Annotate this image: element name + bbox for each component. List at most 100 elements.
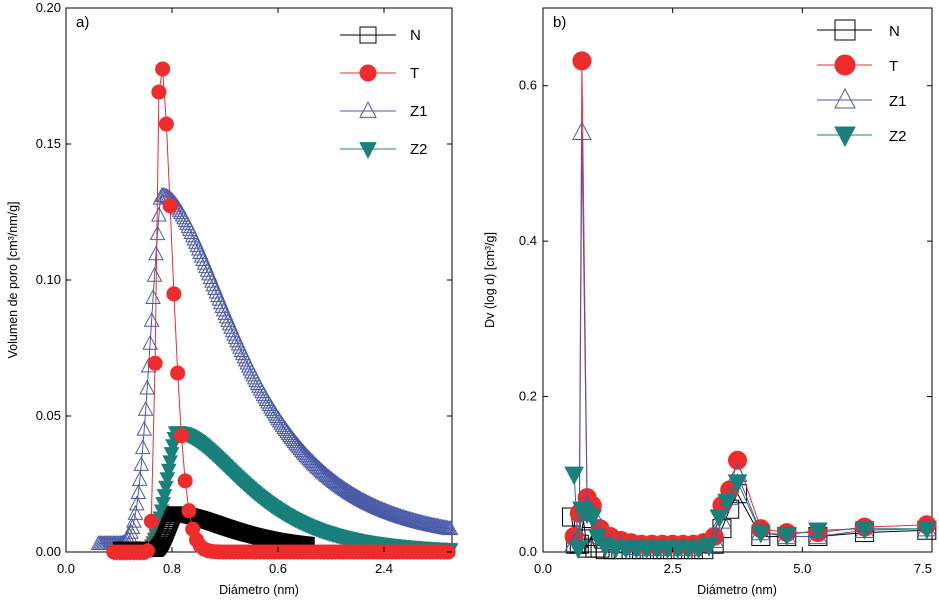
legend-label-a: T: [410, 65, 419, 82]
data-point-b-Z2: [568, 540, 589, 560]
data-point-b-Z2: [717, 493, 737, 513]
legend-label-a: Z2: [410, 141, 428, 158]
data-point-a-Z1: [335, 479, 351, 495]
data-point-a-Z1: [326, 473, 343, 489]
legend-label-b: N: [889, 23, 900, 40]
data-point-b-T: [728, 450, 747, 470]
data-point-a-Z1: [129, 495, 145, 511]
y-tick-label-b: 0.6: [519, 78, 537, 93]
legend-marker-a-N: [359, 26, 377, 44]
data-point-a-Z1: [142, 334, 158, 350]
y-axis-title-a: Volumen de poro [cm³/nm/g]: [6, 201, 20, 358]
data-point-a-T: [170, 365, 186, 381]
x-ticks-a: 0.0 0.8 0.6 2.4: [57, 8, 393, 576]
data-point-a-Z1: [316, 464, 332, 480]
legend-a: N T Z1 Z2: [340, 26, 428, 159]
data-point-a-Z1: [339, 482, 356, 498]
data-point-a-Z1: [145, 289, 161, 304]
panel-label-b: b): [553, 14, 566, 31]
data-point-a-Z1: [139, 379, 155, 395]
y-tick-label-a: 0.10: [36, 272, 61, 287]
data-point-a-Z1: [149, 225, 166, 241]
data-point-a-Z1: [127, 504, 144, 520]
series-line-b-Z1: [573, 132, 927, 549]
series-a-T: [106, 61, 456, 560]
data-point-a-Z1: [344, 485, 360, 501]
data-point-a-Z1: [332, 477, 348, 493]
data-point-a-T: [143, 513, 159, 529]
data-point-a-Z1: [348, 488, 365, 504]
x-tick-label-b: 2.5: [664, 561, 682, 576]
data-point-b-Z1: [572, 121, 592, 141]
legend-marker-a-T: [359, 64, 377, 82]
data-point-b-Z2: [751, 524, 771, 544]
marks-a: [90, 61, 459, 561]
data-point-a-T: [140, 543, 156, 559]
data-point-b-Z2: [916, 520, 937, 540]
data-point-a-Z1: [148, 245, 164, 261]
y-axis-title-b: Dv (log d) [cm³/g]: [483, 232, 497, 328]
legend-marker-a-Z2: [359, 142, 377, 159]
data-point-b-Z2: [776, 527, 797, 546]
marks-b: [562, 51, 937, 560]
data-point-b-Z1: [808, 525, 828, 545]
data-point-a-Z1: [130, 484, 147, 500]
y-tick-label-b: 0.4: [519, 233, 537, 248]
data-point-b-Z2: [564, 466, 584, 486]
x-tick-label-a: 0.8: [163, 561, 181, 576]
data-point-a-Z1: [151, 206, 167, 222]
chart-a: a) 0.00 0.05 0.10 0.15 0.20 0.0 0.8 0.6 2.4 Diá…: [6, 0, 459, 597]
data-point-a-Z1: [351, 489, 368, 505]
data-point-b-Z2: [854, 520, 875, 540]
data-point-a-Z1: [320, 468, 337, 484]
y-tick-label-a: 0.05: [36, 408, 61, 423]
data-point-a-T: [162, 198, 178, 214]
data-point-a-Z1: [345, 486, 362, 502]
legend-marker-b-Z2: [834, 126, 856, 148]
x-tick-label-a: 0.6: [269, 561, 287, 576]
x-axis-title-a: Diámetro (nm): [219, 583, 299, 597]
y-tick-label-a: 0.20: [36, 0, 61, 15]
data-point-a-Z1: [134, 439, 151, 455]
legend-marker-b-N: [834, 19, 856, 41]
legend-marker-b-Z1: [834, 87, 856, 109]
data-point-a-T: [173, 428, 189, 444]
series-line-b-T: [573, 60, 927, 545]
data-point-a-Z1: [321, 469, 338, 485]
series-a-Z1: [90, 186, 459, 550]
series-b-T: [564, 51, 937, 554]
data-point-b-Z2: [582, 509, 603, 529]
y-tick-label-b: 0.2: [519, 389, 537, 404]
data-point-a-Z1: [133, 455, 150, 471]
x-tick-label-a: 2.4: [375, 561, 393, 576]
y-tick-label-b: 0.0: [519, 544, 537, 559]
legend-marker-a-Z1: [359, 101, 377, 118]
data-point-a-Z1: [349, 489, 366, 504]
y-tick-label-a: 0.00: [36, 544, 61, 559]
data-point-a-Z1: [330, 476, 347, 492]
legend-label-b: Z2: [889, 128, 907, 145]
data-point-b-T: [572, 51, 592, 71]
data-point-a-Z1: [342, 484, 359, 500]
data-point-b-Z2: [727, 474, 748, 494]
plot-frame-b: [542, 7, 933, 553]
data-point-a-N: [153, 536, 169, 552]
data-point-a-Z1: [126, 512, 142, 528]
data-point-a-Z1: [317, 465, 334, 481]
x-tick-label-a: 0.0: [57, 561, 75, 576]
y-tick-label-a: 0.15: [36, 136, 61, 151]
data-point-a-Z1: [327, 474, 344, 490]
legend-label-a: Z1: [410, 103, 428, 120]
y-ticks-b: 0.0 0.2 0.4 0.6: [519, 78, 932, 559]
data-point-a-Z1: [318, 467, 335, 483]
data-point-b-Z2: [699, 538, 719, 557]
x-tick-label-b: 7.5: [914, 561, 932, 576]
data-point-b-Z2: [587, 528, 608, 548]
data-point-a-Z1: [338, 481, 354, 497]
data-point-a-N: [157, 528, 173, 544]
data-point-a-Z1: [346, 487, 363, 503]
data-point-b-Z2: [709, 509, 730, 529]
data-point-a-T: [151, 84, 167, 100]
y-ticks-a: 0.00 0.05 0.10 0.15 0.20: [36, 0, 452, 559]
